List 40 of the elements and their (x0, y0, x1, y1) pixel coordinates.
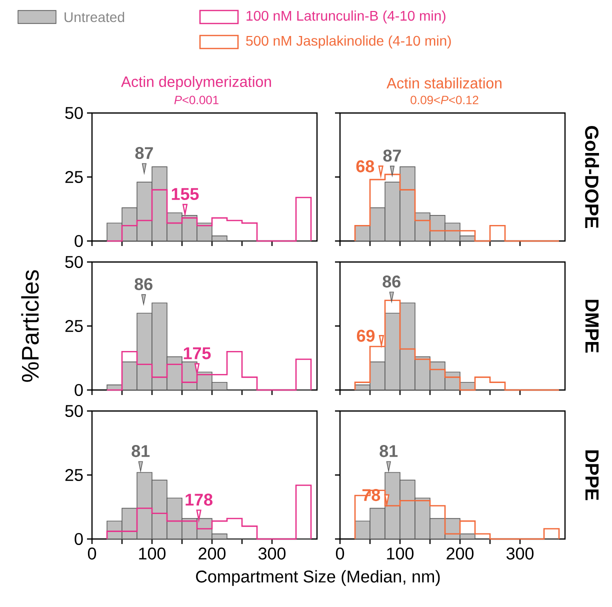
annotation: 86 (382, 276, 400, 288)
x-tick-label: 300 (506, 548, 534, 560)
legend-label: 500 nM Jasplakinolide (4-10 min) (246, 35, 451, 49)
x-tick-label: 300 (258, 548, 286, 560)
annotation: 87 (135, 147, 153, 160)
annotation: 68 (356, 160, 374, 172)
chart-title: Actin depolymerization (121, 76, 271, 90)
annotation: 87 (383, 150, 401, 162)
annotation: 81 (132, 445, 150, 458)
legend-label: Untreated (64, 12, 124, 22)
y-tick-label: 0 (74, 532, 83, 546)
y-tick-label: 50 (65, 256, 83, 268)
annotation: 155 (172, 188, 199, 200)
y2-axis-title: DPPE (585, 450, 599, 500)
annotation: 178 (186, 494, 212, 506)
x-tick-label: 100 (139, 548, 166, 560)
y-tick-label: 50 (65, 106, 83, 120)
annotation: 86 (134, 278, 152, 290)
x-tick-label: 100 (387, 548, 414, 560)
y2-axis-title: Gold-DOPE (585, 126, 599, 228)
x-tick-label: 0 (88, 548, 96, 560)
chart-title: Actin stabilization (386, 77, 502, 88)
annotation: 81 (380, 445, 398, 458)
annotation: 175 (184, 347, 211, 360)
x-tick-label: 200 (198, 548, 226, 560)
annotation: 69 (356, 330, 375, 342)
x-tick-label: 0 (336, 548, 344, 560)
y-tick-label: 25 (65, 170, 83, 184)
y-tick-label: 25 (65, 320, 83, 332)
y-tick-label: 0 (74, 384, 83, 396)
x-axis-title: Compartment Size (Median, nm) (196, 570, 440, 586)
chart-subtitle: 0.09<P<0.12 (410, 96, 478, 104)
y-tick-label: 25 (65, 468, 83, 482)
chart-subtitle: P<0.001 (174, 96, 218, 104)
legend-label: 100 nM Latrunculin-B (4-10 min) (246, 10, 446, 24)
y-tick-label: 0 (74, 234, 83, 248)
y-axis-title: %Particles (21, 270, 39, 382)
x-tick-label: 200 (446, 548, 474, 560)
y2-axis-title: DMPE (585, 300, 599, 353)
y-tick-label: 50 (65, 404, 83, 418)
